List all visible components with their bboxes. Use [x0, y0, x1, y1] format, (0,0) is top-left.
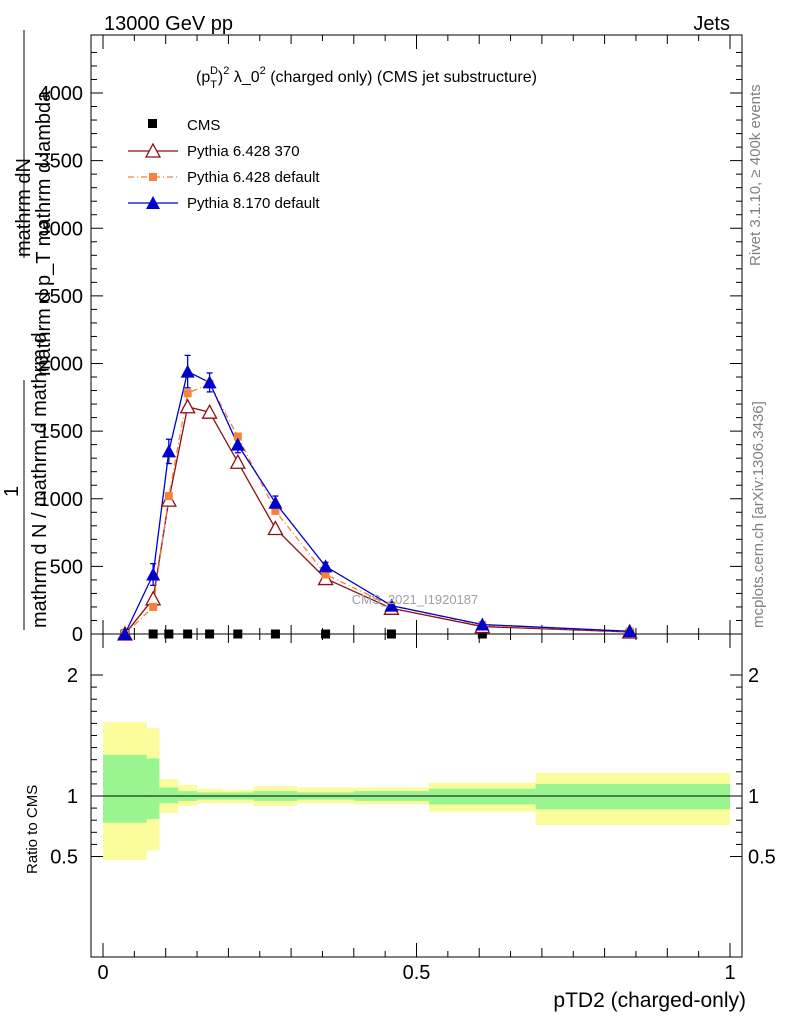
- rivet-version-text: Rivet 3.1.10, ≥ 400k events: [747, 84, 764, 266]
- xtick-label-1: 0.5: [403, 962, 431, 984]
- x-axis-label: pTD2 (charged-only): [553, 989, 746, 1012]
- ratio-ytick-label-right-1: 1: [748, 786, 759, 808]
- legend-label-p8: Pythia 8.170 default: [187, 195, 320, 212]
- ratio-band-inner-1: [146, 758, 160, 819]
- ratio-ytick-label-2: 2: [67, 665, 78, 687]
- p8-point-4: [202, 375, 217, 389]
- p6-370-point-5: [229, 453, 246, 469]
- title-close: ): [218, 69, 223, 86]
- title-rest: (charged only) (CMS jet substructure): [266, 69, 537, 86]
- p6-default-point-1: [149, 602, 158, 611]
- title-p: (p: [196, 69, 210, 86]
- p6-370-point-1: [145, 590, 162, 606]
- p6-370-point-6: [267, 520, 284, 536]
- cms-point-5: [233, 629, 243, 639]
- main-ytick-label-8: 4000: [39, 83, 84, 105]
- y-label-outer-den: mathrm d N / mathrm d mathrm d: [29, 332, 51, 628]
- cms-point-7: [321, 629, 331, 639]
- cms-point-8: [386, 629, 396, 639]
- title-sup-2: 2: [223, 65, 229, 77]
- main-ytick-label-6: 3000: [39, 218, 84, 240]
- xtick-label-2: 1: [724, 962, 735, 984]
- y-label-one: 1: [1, 486, 23, 497]
- legend-label-cms: CMS: [187, 117, 220, 134]
- ratio-ytick-label-right-0: 0.5: [748, 847, 776, 869]
- cms-point-9: [477, 629, 487, 639]
- title-lambda: λ_0: [229, 69, 259, 86]
- main-ytick-label-5: 2500: [39, 286, 84, 308]
- ratio-ytick-label-0: 0.5: [50, 847, 78, 869]
- p8-point-3: [180, 364, 195, 378]
- title-sup-2b: 2: [260, 65, 266, 77]
- legend: CMS Pythia 6.428 370 Pythia 6.428 defaul…: [128, 117, 320, 212]
- cms-point-3: [183, 629, 193, 639]
- p6-default-point-6: [271, 506, 280, 515]
- p8-point-9: [475, 617, 490, 631]
- p8-point-5: [230, 437, 245, 451]
- cms-point-4: [205, 629, 215, 639]
- p8-point-8: [384, 598, 399, 612]
- ratio-band-inner-10: [535, 783, 730, 810]
- p8-point-0: [117, 627, 132, 640]
- main-ytick-label-2: 1000: [39, 489, 84, 511]
- legend-label-p6-370: Pythia 6.428 370: [187, 143, 300, 160]
- p6-default-point-5: [233, 432, 242, 441]
- title-sub-T: T: [210, 79, 217, 91]
- p8-point-6: [268, 495, 283, 509]
- main-ytick-label-4: 2000: [39, 354, 84, 376]
- main-ytick-label-3: 1500: [39, 421, 84, 443]
- y-axis-label-main: mathrm dN mathrm d p_T mathrm d lambda 1…: [1, 30, 55, 630]
- main-ytick-label-0: 0: [72, 624, 83, 646]
- p8-point-10: [622, 624, 637, 638]
- cms-point-1: [148, 629, 158, 639]
- p6-default-point-7: [321, 570, 330, 579]
- cms-point-2: [164, 629, 174, 639]
- p6-default-point-2: [164, 492, 173, 501]
- header-right: Jets: [693, 13, 730, 35]
- p8-point-2: [161, 444, 176, 458]
- ratio-ytick-label-1: 1: [67, 786, 78, 808]
- plot-title: (pTD)2 λ_02 (charged only) (CMS jet subs…: [196, 65, 537, 91]
- main-ytick-label-7: 3500: [39, 151, 84, 173]
- cms-point-6: [270, 629, 280, 639]
- p6-default-point-3: [183, 389, 192, 398]
- ratio-band-inner-9: [429, 788, 536, 805]
- legend-marker-p8: [146, 196, 160, 209]
- ratio-ytick-label-right-2: 2: [748, 665, 759, 687]
- y-axis-label-ratio: Ratio to CMS: [24, 785, 41, 874]
- p6-370-point-4: [201, 403, 218, 419]
- p6-370-point-3: [179, 398, 196, 414]
- xtick-label-0: 0: [97, 962, 108, 984]
- p8-point-7: [318, 559, 333, 573]
- legend-label-p6-default: Pythia 6.428 default: [187, 169, 320, 186]
- p8-point-1: [146, 567, 161, 581]
- mcplots-text: mcplots.cern.ch [arXiv:1306.3436]: [750, 401, 767, 628]
- legend-marker-p6-370: [144, 142, 162, 158]
- legend-marker-p6-default: [149, 173, 157, 181]
- ratio-band-inner-0: [103, 754, 147, 823]
- y-label-denominator: mathrm d p_T mathrm d lambda: [33, 90, 55, 376]
- title-sup-D: D: [210, 65, 218, 77]
- legend-marker-cms: [148, 119, 157, 128]
- ratio-band-inner-2: [159, 787, 179, 804]
- header-left: 13000 GeV pp: [104, 13, 233, 35]
- analysis-watermark: CMS_2021_I1920187: [352, 592, 479, 607]
- main-ytick-label-1: 500: [50, 556, 83, 578]
